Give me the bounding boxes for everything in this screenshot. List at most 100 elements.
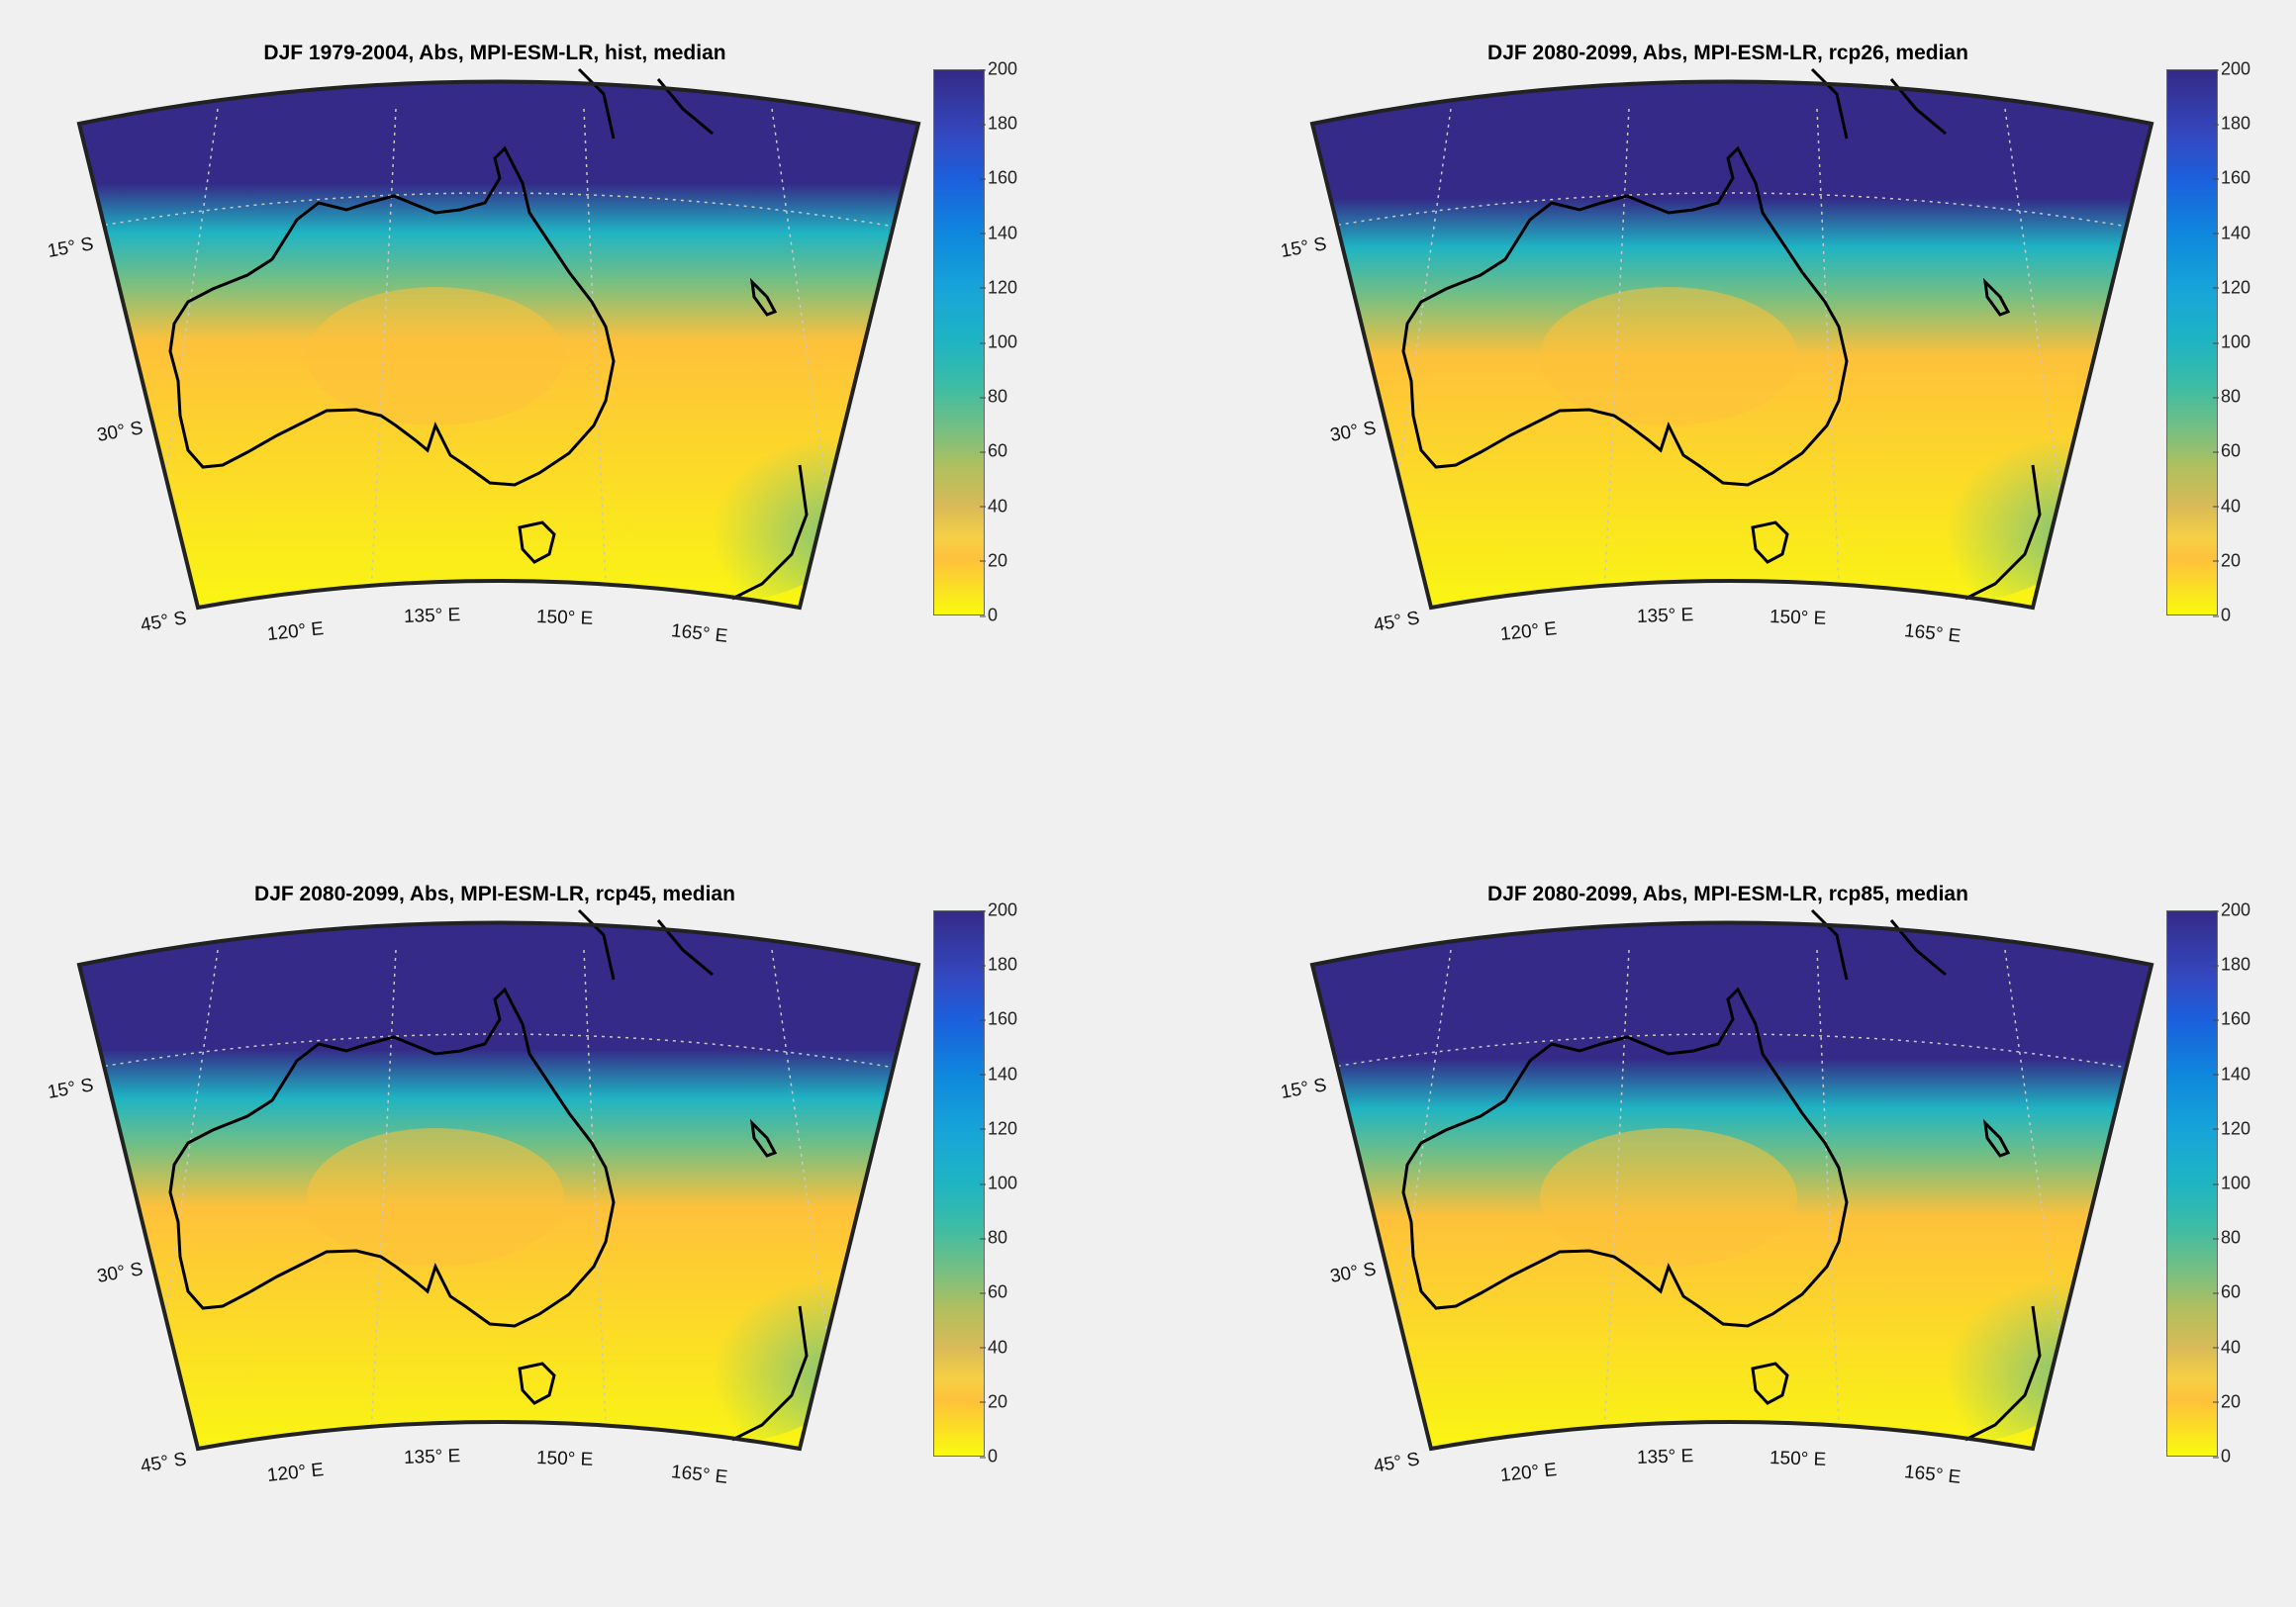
panel-title: DJF 1979-2004, Abs, MPI-ESM-LR, hist, me… (263, 42, 726, 64)
colorbar-tick: 120 (979, 1118, 1018, 1139)
colorbar-tick: 120 (2212, 1118, 2251, 1139)
graticule-line (1816, 949, 1841, 1436)
interior-field (307, 1128, 564, 1267)
colorbar-tick: 120 (2212, 277, 2251, 298)
colorbar-tick: 140 (2212, 1064, 2251, 1085)
map-panel-rcp26: DJF 2080-2099, Abs, MPI-ESM-LR, rcp26, m… (1233, 0, 2296, 766)
graticule-line (147, 949, 219, 1436)
colorbar-tick: 140 (979, 223, 1018, 243)
colorbar-tick: 160 (979, 167, 1018, 188)
colorbar-tick: 100 (2212, 1173, 2251, 1193)
colorbar-tick: 0 (979, 1446, 999, 1466)
new-caledonia-coastline (749, 1118, 778, 1158)
new-caledonia-coastline (1982, 1118, 2011, 1158)
colorbar-tick: 20 (2212, 550, 2242, 571)
panel-title: DJF 2080-2099, Abs, MPI-ESM-LR, rcp85, m… (1487, 883, 1968, 905)
colorbar-tick: 80 (979, 1227, 1008, 1248)
colorbar-tick: 200 (979, 58, 1018, 79)
graticule-line (1321, 1033, 2135, 1070)
colorbar (933, 69, 985, 615)
map-panel-rcp85: DJF 2080-2099, Abs, MPI-ESM-LR, rcp85, m… (1233, 841, 2296, 1607)
colorbar-tick: 200 (2212, 899, 2251, 920)
colorbar-tick: 60 (979, 1281, 1008, 1302)
colorbar-tick: 160 (2212, 1008, 2251, 1029)
lon-label-150e: 150° E (535, 607, 594, 629)
new-caledonia-coastline (749, 277, 778, 317)
lon-label-135e: 135° E (1636, 1446, 1694, 1468)
australia-coastline (1401, 987, 1849, 1328)
new-caledonia-coastline (1982, 277, 2011, 317)
colorbar (933, 910, 985, 1457)
lon-label-135e: 135° E (1636, 605, 1694, 627)
map-frame (76, 920, 921, 1452)
colorbar-ticks: 0 20 40 60 80 100 120 140 160 180 200 (979, 900, 1057, 1466)
colorbar-tick: 160 (979, 1008, 1018, 1029)
lon-label-150e: 150° E (1769, 607, 1827, 629)
lon-label-150e: 150° E (535, 1448, 594, 1470)
colorbar-tick: 100 (979, 331, 1018, 352)
tasman-sea-field (534, 327, 891, 604)
colorbar (2166, 69, 2218, 615)
colorbar (2166, 910, 2218, 1457)
graticule-line (1603, 108, 1630, 595)
colorbar-tick: 20 (979, 550, 1008, 571)
colorbar-ticks: 0 20 40 60 80 100 120 140 160 180 200 (2212, 900, 2290, 1466)
colorbar-tick: 200 (979, 899, 1018, 920)
lon-label-135e: 135° E (403, 1446, 461, 1468)
colorbar-tick: 40 (979, 1337, 1008, 1358)
colorbar-tick: 140 (979, 1064, 1018, 1085)
colorbar-tick: 180 (2212, 954, 2251, 975)
tasmania-coastline (1751, 1362, 1789, 1405)
graticule-line (583, 949, 608, 1436)
colorbar-tick: 160 (2212, 167, 2251, 188)
colorbar-tick: 60 (2212, 440, 2242, 461)
graticule-line (1381, 949, 1452, 1436)
new-zealand-coastline (731, 1305, 809, 1442)
colorbar-tick: 60 (2212, 1281, 2242, 1302)
graticule-line (1603, 949, 1630, 1436)
lon-label-150e: 150° E (1769, 1448, 1827, 1470)
graticule-line (88, 1033, 902, 1070)
colorbar-tick: 80 (979, 386, 1008, 407)
new-zealand-coastline (731, 464, 809, 601)
panel-title: DJF 2080-2099, Abs, MPI-ESM-LR, rcp45, m… (254, 883, 735, 905)
map-plot (1309, 908, 2154, 1452)
interior-field (1540, 287, 1797, 425)
graticule-line (771, 108, 842, 595)
colorbar-tick: 180 (979, 113, 1018, 134)
map-panel-hist: DJF 1979-2004, Abs, MPI-ESM-LR, hist, me… (0, 0, 1148, 766)
map-plot (1309, 67, 2154, 611)
colorbar-tick: 40 (979, 496, 1008, 517)
australia-coastline (1401, 145, 1849, 487)
graticule-line (147, 108, 219, 595)
tasmania-coastline (518, 520, 556, 564)
lon-label-135e: 135° E (403, 605, 461, 627)
colorbar-tick: 180 (979, 954, 1018, 975)
australia-coastline (168, 145, 616, 487)
colorbar-tick: 0 (979, 605, 999, 625)
colorbar-tick: 0 (2212, 1446, 2232, 1466)
colorbar-ticks: 0 20 40 60 80 100 120 140 160 180 200 (979, 59, 1057, 625)
tasman-sea-field (534, 1168, 891, 1445)
colorbar-tick: 20 (979, 1391, 1008, 1412)
map-frame (1309, 920, 2154, 1452)
colorbar-tick: 120 (979, 277, 1018, 298)
colorbar-tick: 20 (2212, 1391, 2242, 1412)
panel-title: DJF 2080-2099, Abs, MPI-ESM-LR, rcp26, m… (1487, 42, 1968, 64)
colorbar-tick: 180 (2212, 113, 2251, 134)
map-frame (1309, 79, 2154, 611)
colorbar-tick: 80 (2212, 386, 2242, 407)
colorbar-tick: 40 (2212, 496, 2242, 517)
colorbar-tick: 40 (2212, 1337, 2242, 1358)
map-panel-rcp45: DJF 2080-2099, Abs, MPI-ESM-LR, rcp45, m… (0, 841, 1148, 1607)
interior-field (1540, 1128, 1797, 1267)
colorbar-tick: 0 (2212, 605, 2232, 625)
tasmania-coastline (1751, 520, 1789, 564)
colorbar-ticks: 0 20 40 60 80 100 120 140 160 180 200 (2212, 59, 2290, 625)
graticule-line (370, 108, 397, 595)
graticule-line (1381, 108, 1452, 595)
colorbar-tick: 100 (2212, 331, 2251, 352)
australia-coastline (168, 987, 616, 1328)
graticule-line (370, 949, 397, 1436)
tasman-sea-field (1768, 1168, 2124, 1445)
